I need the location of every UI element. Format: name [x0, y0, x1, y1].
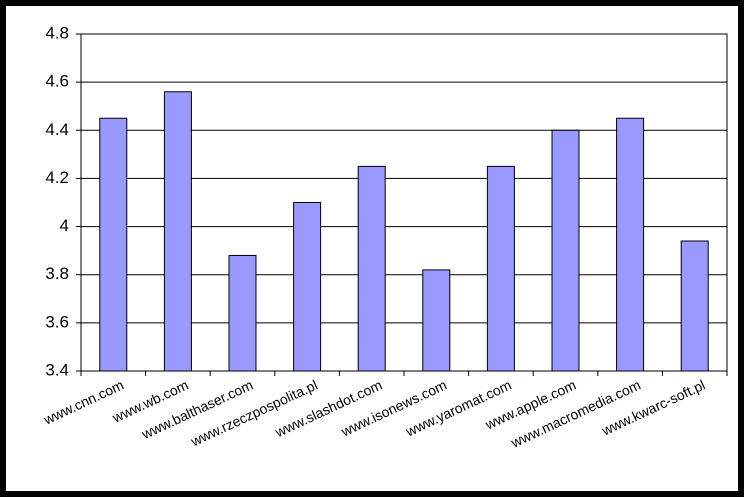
y-tick-label: 4	[60, 216, 69, 235]
y-tick-label: 3.4	[45, 360, 69, 379]
bar	[616, 117, 645, 372]
bar	[680, 240, 709, 372]
y-tick-label: 4.6	[45, 72, 69, 91]
y-tick-label: 4.2	[45, 168, 69, 187]
bar	[422, 269, 451, 372]
bar	[551, 129, 580, 372]
bar	[99, 117, 128, 372]
bar	[357, 165, 386, 372]
y-tick-label: 3.6	[45, 312, 69, 331]
bar	[228, 254, 257, 372]
bar	[293, 202, 322, 372]
y-tick-label: 3.8	[45, 264, 69, 283]
y-tick-label: 4.8	[45, 23, 69, 42]
bar	[486, 165, 515, 372]
y-tick-label: 4.4	[45, 120, 69, 139]
bar	[163, 91, 192, 372]
